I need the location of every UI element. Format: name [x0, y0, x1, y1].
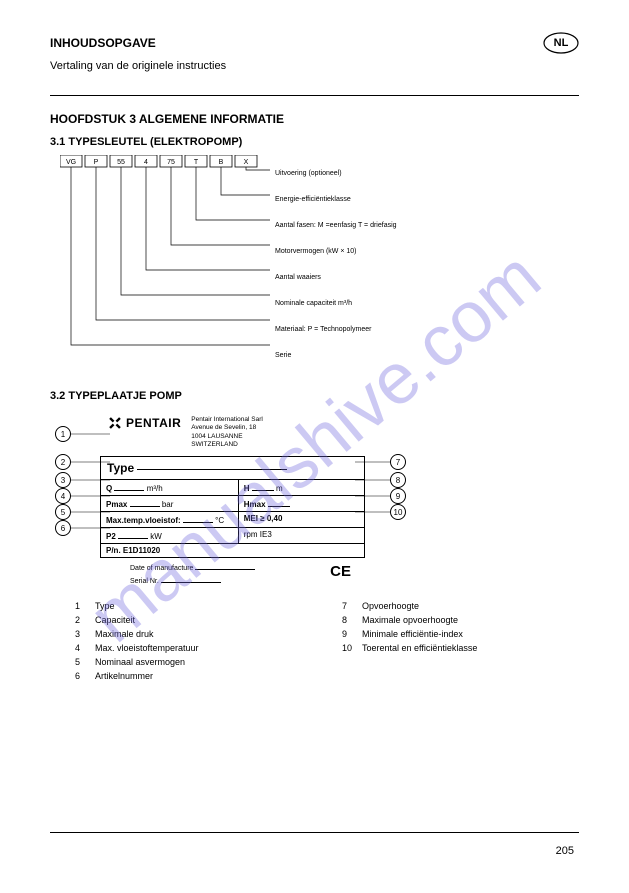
rule-top: [50, 95, 579, 96]
svg-text:VG: VG: [66, 159, 76, 166]
nameplate: PENTAIR Pentair International SarlAvenue…: [100, 412, 365, 586]
header-title: INHOUDSOPGAVE: [50, 36, 156, 50]
svg-text:X: X: [244, 159, 249, 166]
nameplate-address: Pentair International SarlAvenue de Seve…: [191, 416, 263, 450]
section-3-1: 3.1 TYPESLEUTEL (ELEKTROPOMP): [50, 136, 242, 148]
svg-text:75: 75: [167, 159, 175, 166]
ce-mark: CE: [330, 563, 351, 580]
section-3-2: 3.2 TYPEPLAATJE POMP: [50, 390, 182, 402]
rule-bottom: [50, 832, 579, 833]
svg-text:T: T: [194, 159, 199, 166]
language-badge: NL: [543, 32, 579, 54]
page-number: 205: [556, 845, 574, 857]
svg-text:55: 55: [117, 159, 125, 166]
section-3: HOOFDSTUK 3 ALGEMENE INFORMATIE: [50, 112, 284, 126]
typesleutel-legend: Uitvoering (optioneel)Energie-efficiënti…: [275, 168, 397, 376]
svg-text:B: B: [219, 159, 224, 166]
nameplate-legend: 1Type2Capaciteit3Maximale druk4Max. vloe…: [75, 600, 569, 684]
nameplate-footer: Date of manufacture Serial Nr.: [100, 558, 365, 587]
pentair-logo: PENTAIR: [108, 416, 181, 430]
subhead: Vertaling van de originele instructies: [50, 60, 579, 72]
svg-text:4: 4: [144, 159, 148, 166]
svg-text:P: P: [94, 159, 99, 166]
